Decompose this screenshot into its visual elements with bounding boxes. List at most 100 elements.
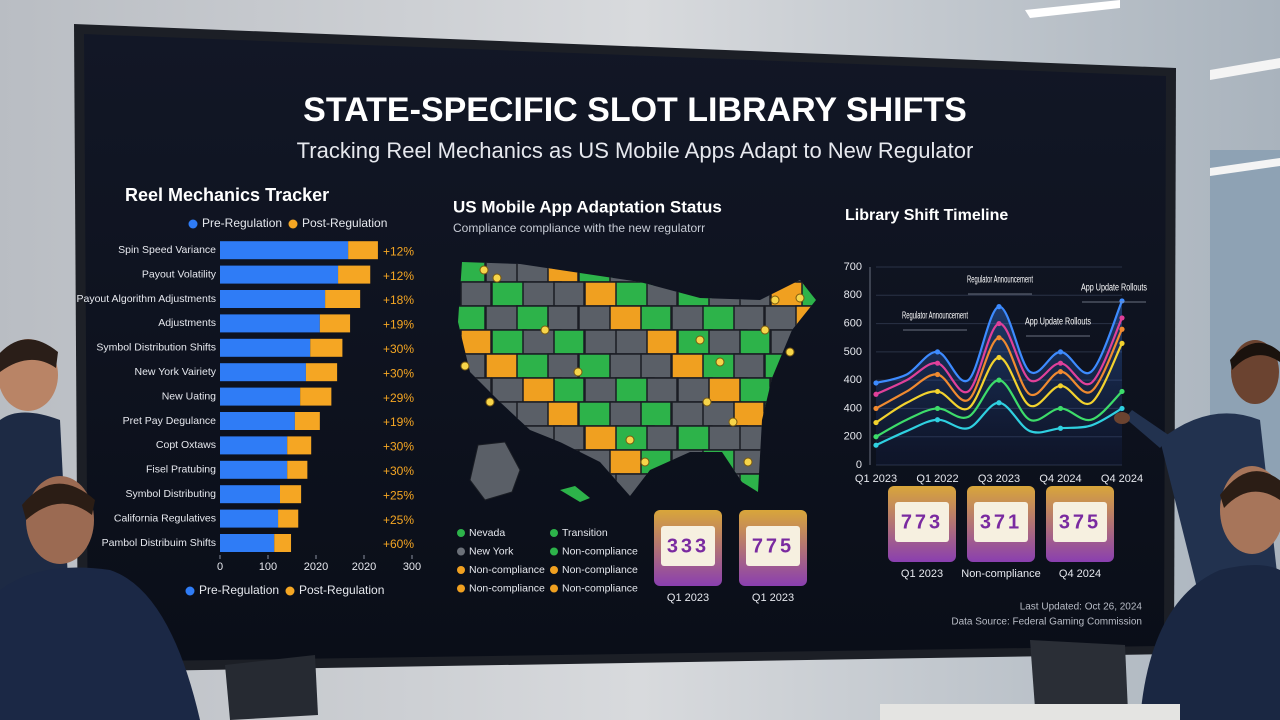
state — [547, 305, 579, 331]
series-point — [1119, 298, 1125, 304]
laptop — [225, 655, 318, 720]
category-label: Copt Oxtaws — [156, 439, 216, 451]
bar-segment — [287, 460, 308, 479]
bar-segment — [294, 412, 320, 430]
x-tick-label: Q4 2024 — [1101, 473, 1143, 485]
change-label: +19% — [383, 318, 414, 332]
y-tick-label: 800 — [844, 289, 862, 301]
state — [739, 377, 771, 403]
category-label: Pret Pay Degulance — [123, 415, 217, 427]
audience — [0, 339, 1280, 720]
legend-swatch — [550, 547, 558, 556]
panel-subtitle: Compliance compliance with the new regul… — [453, 221, 705, 235]
slot-reels: 333 — [667, 535, 709, 557]
y-tick-label: 0 — [856, 459, 862, 471]
map-marker — [573, 367, 583, 377]
bar-segment — [220, 436, 288, 455]
series-point — [873, 434, 879, 440]
category-label: Payout Volatility — [142, 268, 217, 280]
bar-segment — [220, 363, 306, 382]
map-marker — [485, 397, 495, 407]
legend-swatch — [457, 529, 465, 537]
state — [584, 425, 620, 451]
series-point — [1057, 405, 1064, 412]
map-marker — [795, 293, 805, 303]
state — [485, 305, 521, 331]
y-tick-label: 400 — [844, 374, 862, 386]
state — [578, 353, 614, 379]
presenter-hand — [1114, 412, 1130, 424]
map-marker — [743, 457, 753, 467]
state — [733, 305, 765, 331]
presenter-hair — [1230, 342, 1280, 370]
y-tick-label: 700 — [844, 261, 862, 273]
bar-segment — [310, 338, 343, 357]
series-point — [1057, 349, 1064, 355]
map-marker — [479, 265, 489, 275]
series-point — [934, 371, 941, 378]
change-label: +19% — [383, 415, 414, 429]
ceiling-light — [1025, 0, 1120, 18]
map-marker — [640, 457, 650, 467]
map-marker — [702, 397, 712, 407]
state — [578, 305, 614, 331]
state — [491, 329, 527, 355]
map-marker — [492, 273, 502, 283]
legend-label: Pre-Regulation — [202, 216, 282, 230]
bar-segment — [305, 363, 338, 382]
state — [677, 329, 713, 355]
bar-segment — [287, 436, 312, 455]
alaska — [469, 441, 521, 501]
legend-swatch — [550, 566, 558, 574]
category-label: Symbol Distribution Shifts — [96, 342, 216, 354]
x-tick-label: 300 — [403, 561, 421, 573]
bar-segment — [220, 241, 349, 260]
annotation: Regulator Announcement — [902, 311, 968, 322]
last-updated: Last Updated: Oct 26, 2024 — [1020, 602, 1143, 613]
state — [553, 329, 585, 355]
person-front-right — [1140, 565, 1280, 720]
legend-label: Non-compliance — [562, 545, 638, 557]
bar-segment — [274, 534, 292, 552]
x-tick-label: Q4 2024 — [1039, 473, 1081, 485]
panel-title: US Mobile App Adaptation Status — [453, 197, 722, 216]
state — [460, 329, 492, 355]
change-label: +30% — [383, 464, 414, 478]
slot-label: Non-compliance — [961, 568, 1040, 580]
category-label: Symbol Distributing — [126, 488, 217, 500]
state — [646, 425, 678, 451]
map-marker — [540, 325, 550, 335]
map-marker — [728, 417, 738, 427]
series-point — [1119, 388, 1125, 395]
state — [578, 401, 614, 427]
category-label: Fisel Pratubing — [146, 464, 216, 476]
annotation: App Update Rollouts — [1081, 283, 1147, 294]
legend-label: Nevada — [469, 527, 505, 539]
series-point — [996, 377, 1002, 383]
hawaii — [560, 486, 590, 502]
y-tick-label: 200 — [844, 431, 862, 443]
legend-swatch — [185, 586, 195, 596]
slot-label: Q4 2024 — [1059, 568, 1101, 580]
change-label: +25% — [383, 513, 414, 527]
bar-segment — [280, 485, 302, 504]
change-label: +18% — [383, 293, 414, 307]
state — [640, 305, 672, 331]
map-marker — [760, 325, 770, 335]
bar-segment — [319, 314, 351, 333]
category-label: Spin Speed Variance — [118, 244, 216, 256]
bar-segment — [220, 387, 301, 406]
series-point — [996, 354, 1002, 361]
slot-window — [974, 502, 1028, 542]
change-label: +30% — [383, 440, 414, 454]
state — [671, 353, 707, 379]
state — [491, 377, 527, 403]
legend-swatch — [457, 584, 465, 593]
page-title: STATE-SPECIFIC SLOT LIBRARY SHIFTS — [303, 91, 967, 129]
state — [547, 401, 579, 427]
legend-swatch — [550, 529, 558, 537]
x-tick-label: 2020 — [352, 561, 376, 573]
series-point — [873, 380, 879, 386]
series-point — [1119, 326, 1125, 332]
map-marker — [695, 335, 705, 345]
